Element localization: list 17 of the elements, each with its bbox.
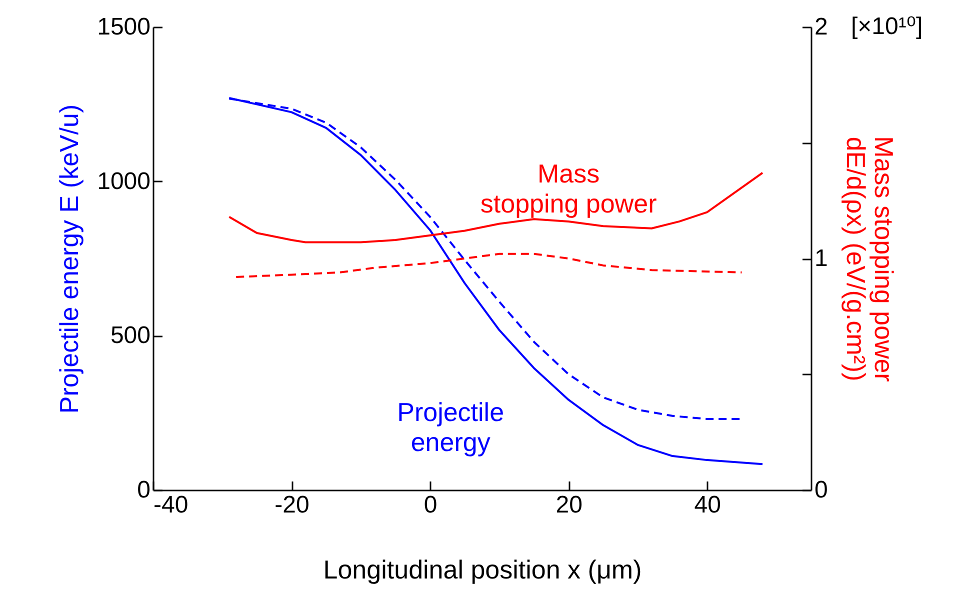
line-series — [235, 252, 743, 278]
x-axis-title: Longitudinal position x (μm) — [323, 554, 642, 584]
x-tick-label: -20 — [274, 492, 310, 518]
y-axis-title: Projectile energy E (keV/u) — [54, 104, 84, 414]
x-tick-label: 20 — [556, 492, 582, 518]
y-tick-label: 500 — [110, 322, 150, 350]
x-tick-label: 40 — [694, 492, 721, 518]
series-label: Projectile energy — [397, 396, 504, 457]
y-tick-label: 1000 — [97, 168, 150, 195]
y2-tick-label: 1 — [814, 245, 828, 272]
y2-tick-label: 2 — [814, 14, 828, 40]
y-tick-label: 1500 — [97, 14, 150, 40]
y2-axis-title: Mass stopping power dE/d(ρx) (eV/(g.cm²)) — [840, 136, 899, 382]
x-tick-label: 0 — [424, 492, 438, 518]
x-tick-label: -40 — [154, 492, 188, 518]
series-label: Mass stopping power — [480, 158, 658, 218]
text: [×10¹⁰] — [851, 13, 923, 40]
